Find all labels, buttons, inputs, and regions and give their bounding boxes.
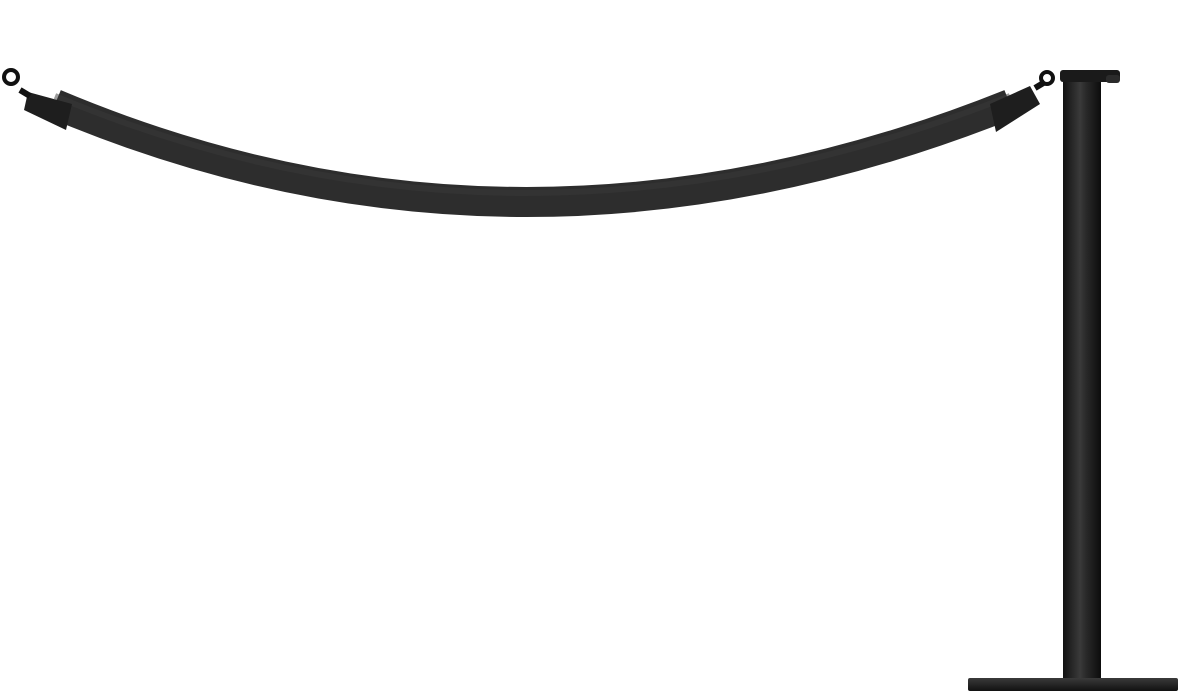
rope-end-right	[990, 86, 1040, 132]
hook-neck-left	[18, 87, 32, 99]
post-cap-receiver	[1106, 75, 1120, 83]
hook-right	[1039, 70, 1055, 86]
rope-end-left	[24, 92, 72, 130]
hook-left	[2, 68, 20, 86]
rope	[49, 90, 1016, 217]
post-cap	[1060, 70, 1120, 82]
rope-highlight	[53, 93, 1012, 196]
post-base	[968, 678, 1178, 691]
post	[1063, 78, 1101, 680]
